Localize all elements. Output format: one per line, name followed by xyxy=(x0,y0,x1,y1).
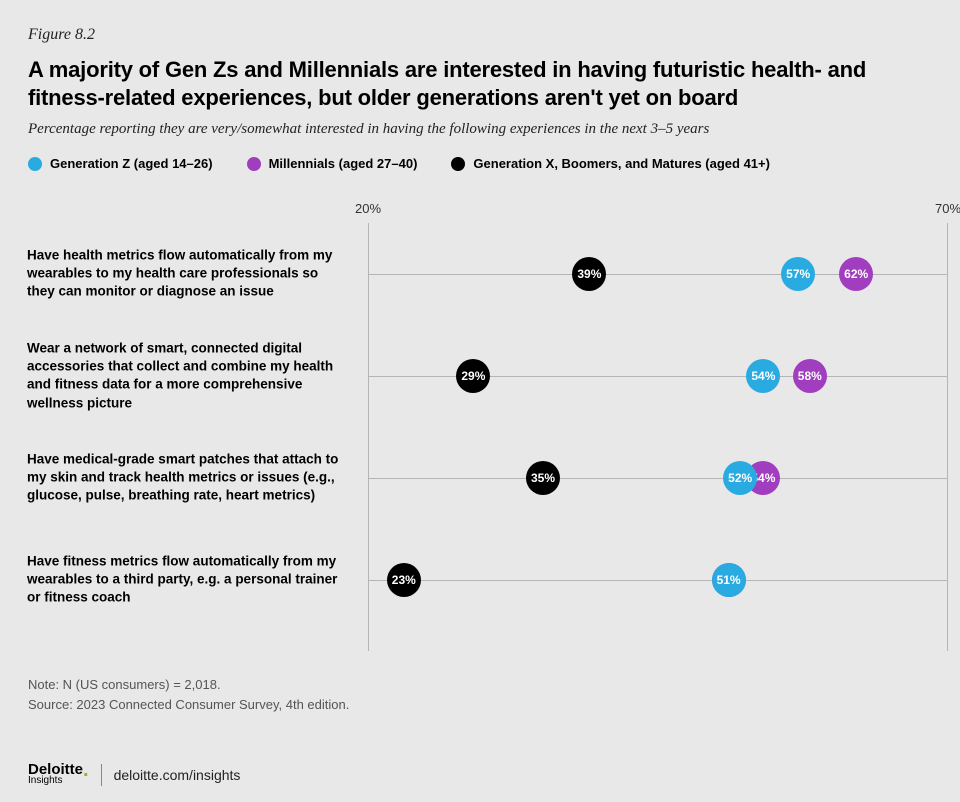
footer: Deloitte. Insights deloitte.com/insights xyxy=(28,764,240,786)
data-dot: 58% xyxy=(793,359,827,393)
row-label: Have fitness metrics flow automatically … xyxy=(27,553,355,608)
legend-label: Generation Z (aged 14–26) xyxy=(50,156,213,171)
brand-subline: Insights xyxy=(28,777,89,786)
data-dot: 54% xyxy=(746,359,780,393)
legend-item: Generation Z (aged 14–26) xyxy=(28,156,213,171)
data-dot: 52% xyxy=(723,461,757,495)
figure-number: Figure 8.2 xyxy=(28,26,932,44)
legend-label: Generation X, Boomers, and Matures (aged… xyxy=(473,156,770,171)
data-dot: 57% xyxy=(781,257,815,291)
row-baseline xyxy=(369,478,947,479)
legend-label: Millennials (aged 27–40) xyxy=(269,156,418,171)
legend-item: Millennials (aged 27–40) xyxy=(247,156,418,171)
plot-area: Have health metrics flow automatically f… xyxy=(368,223,948,651)
brand-dot-icon: . xyxy=(83,759,89,781)
legend-swatch xyxy=(451,157,465,171)
data-dot: 35% xyxy=(526,461,560,495)
data-dot: 51% xyxy=(712,563,746,597)
data-dot: 39% xyxy=(572,257,606,291)
chart-row: Have fitness metrics flow automatically … xyxy=(369,529,947,631)
row-label: Wear a network of smart, connected digit… xyxy=(27,340,355,413)
chart-title: A majority of Gen Zs and Millennials are… xyxy=(28,56,932,111)
legend-item: Generation X, Boomers, and Matures (aged… xyxy=(451,156,770,171)
x-axis-labels: 20% 70% xyxy=(368,201,948,223)
row-label: Have medical-grade smart patches that at… xyxy=(27,451,355,506)
chart-row: Have health metrics flow automatically f… xyxy=(369,223,947,325)
data-dot: 23% xyxy=(387,563,421,597)
footer-divider xyxy=(101,764,102,786)
footnote: Note: N (US consumers) = 2,018. Source: … xyxy=(28,675,932,714)
data-dot: 29% xyxy=(456,359,490,393)
legend-swatch xyxy=(28,157,42,171)
brand-logo: Deloitte. Insights xyxy=(28,764,89,785)
row-label: Have health metrics flow automatically f… xyxy=(27,247,355,302)
row-baseline xyxy=(369,580,947,581)
footer-url: deloitte.com/insights xyxy=(114,767,241,783)
chart-row: Wear a network of smart, connected digit… xyxy=(369,325,947,427)
legend-swatch xyxy=(247,157,261,171)
data-dot: 62% xyxy=(839,257,873,291)
x-axis-max: 70% xyxy=(935,201,960,216)
note-n: Note: N (US consumers) = 2,018. xyxy=(28,675,932,695)
dot-plot-chart: 20% 70% Have health metrics flow automat… xyxy=(28,201,932,651)
x-axis-min: 20% xyxy=(355,201,381,216)
legend: Generation Z (aged 14–26) Millennials (ag… xyxy=(28,156,932,171)
note-source: Source: 2023 Connected Consumer Survey, … xyxy=(28,695,932,715)
chart-subtitle: Percentage reporting they are very/somew… xyxy=(28,121,932,138)
chart-row: Have medical-grade smart patches that at… xyxy=(369,427,947,529)
